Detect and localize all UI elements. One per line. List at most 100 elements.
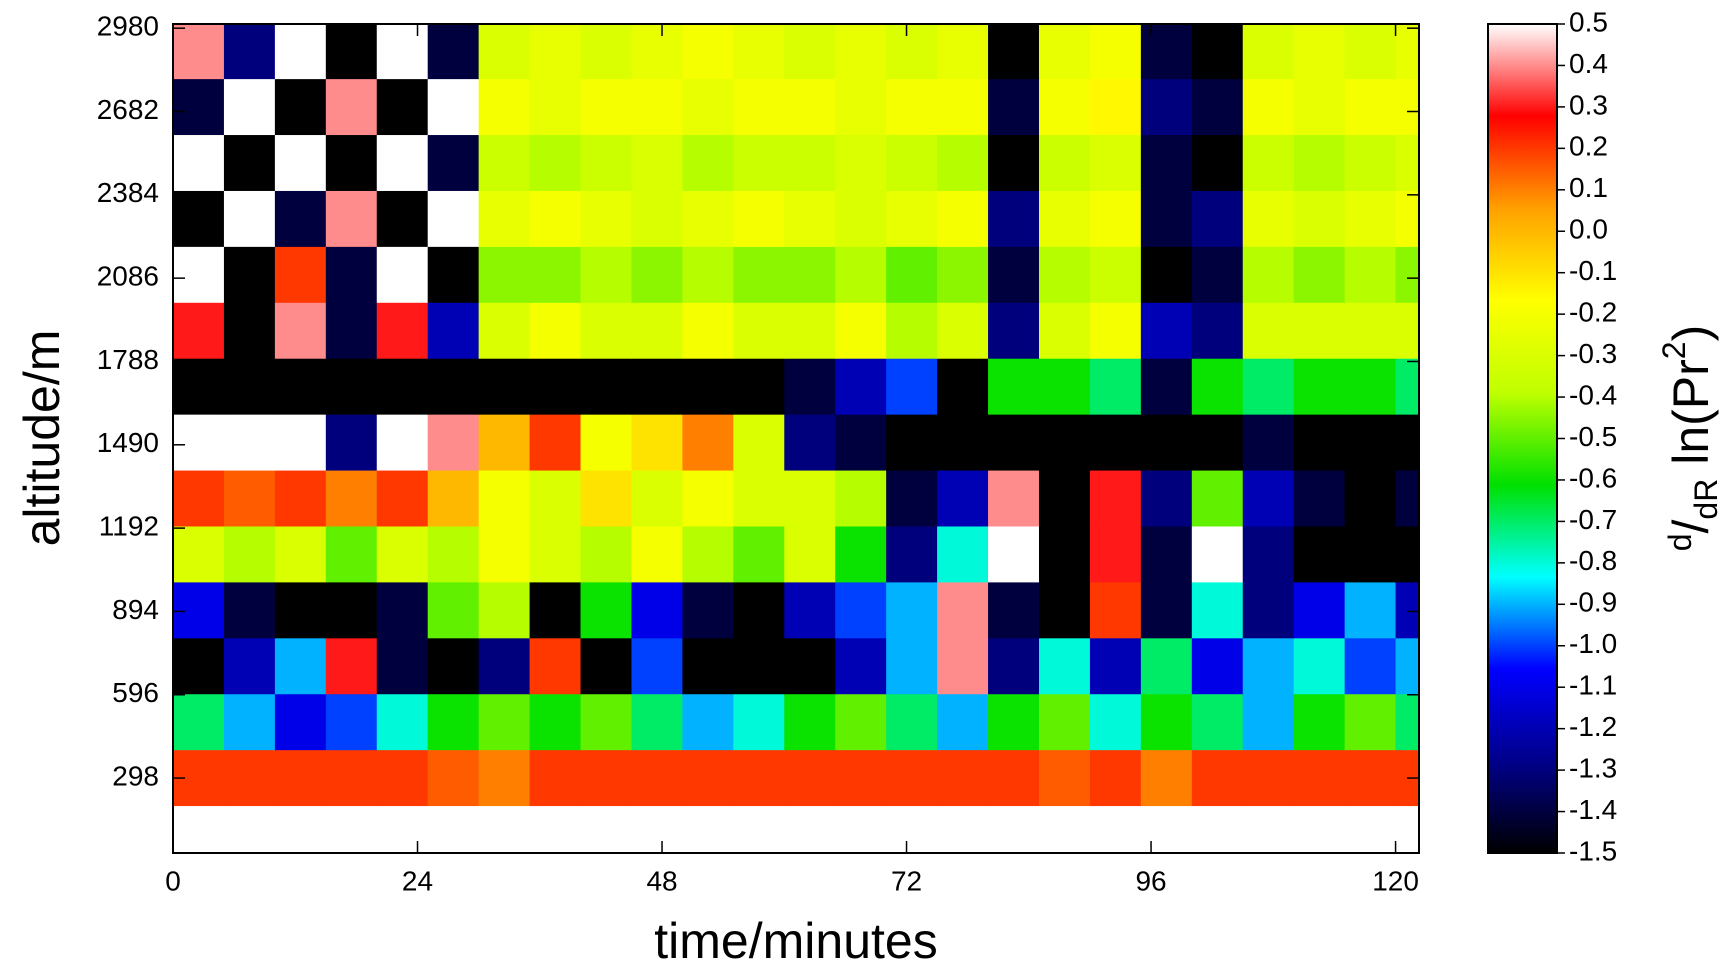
colorbar-tick-label: -0.8 [1569,545,1617,576]
heatmap-cell [223,414,276,471]
heatmap-cell [580,302,633,359]
heatmap-cell [1344,134,1397,191]
heatmap-cell [1344,469,1397,527]
heatmap-cell [529,24,582,80]
heatmap-cell [325,581,378,639]
heatmap-cell [376,358,429,415]
label-part: ln(Pr [1663,359,1719,478]
heatmap-cell [682,581,734,639]
heatmap-cell [529,414,582,471]
heatmap-cell [733,805,785,853]
x-tick-label: 120 [1372,865,1419,896]
heatmap-cell [733,24,785,80]
heatmap-cell [580,805,633,853]
heatmap-cell [1089,134,1142,191]
heatmap-cell [1242,302,1295,359]
heatmap-cell [173,302,225,359]
heatmap-cell [886,358,938,415]
heatmap-cell [1140,749,1193,807]
colorbar-tick-label: -1.0 [1569,628,1617,659]
heatmap-cell [1242,134,1295,191]
heatmap-cell [631,246,684,303]
heatmap-cell [173,693,225,751]
heatmap-cell [1038,414,1091,471]
heatmap [173,24,1419,853]
heatmap-cell [1242,525,1295,583]
heatmap-cell [1191,358,1244,415]
heatmap-cell [580,78,633,136]
heatmap-cell [886,581,938,639]
heatmap-cell [1140,246,1193,303]
heatmap-cell [682,469,734,527]
heatmap-cell [1344,414,1397,471]
heatmap-cell [631,469,684,527]
heatmap-cell [1293,190,1346,247]
heatmap-cell [937,78,989,136]
heatmap-cell [274,190,327,247]
heatmap-cell [478,693,531,751]
heatmap-cell [1242,78,1295,136]
heatmap-cell [631,637,684,695]
heatmap-cell [580,749,633,807]
heatmap-cell [1089,414,1142,471]
heatmap-cell [173,637,225,695]
heatmap-cell [478,637,531,695]
heatmap-cell [274,637,327,695]
y-tick-label: 2086 [97,261,159,292]
heatmap-cell [835,581,887,639]
heatmap-cell [835,358,887,415]
heatmap-cell [1293,302,1346,359]
heatmap-cell [1038,134,1091,191]
heatmap-cell [1344,78,1397,136]
x-tick-label: 0 [165,865,181,896]
heatmap-cell [1344,190,1397,247]
heatmap-cell [937,246,989,303]
heatmap-cell [274,414,327,471]
heatmap-cell [1395,414,1419,471]
heatmap-cell [274,805,327,853]
heatmap-cell [784,78,836,136]
heatmap-cell [1395,469,1419,527]
heatmap-cell [1191,581,1244,639]
heatmap-cell [1395,749,1419,807]
heatmap-cell [376,190,429,247]
heatmap-cell [937,134,989,191]
heatmap-cell [1140,414,1193,471]
heatmap-cell [1089,581,1142,639]
heatmap-cell [173,246,225,303]
heatmap-cell [529,358,582,415]
heatmap-cell [631,581,684,639]
heatmap-cell [1293,749,1346,807]
heatmap-cell [784,358,836,415]
heatmap-cell [478,190,531,247]
heatmap-cell [733,525,785,583]
heatmap-cell [682,693,734,751]
heatmap-cell [173,358,225,415]
heatmap-cell [478,581,531,639]
heatmap-cell [1038,469,1091,527]
heatmap-cell [682,637,734,695]
heatmap-cell [733,693,785,751]
heatmap-cell [223,637,276,695]
heatmap-cell [580,134,633,191]
heatmap-cell [529,805,582,853]
heatmap-cell [1191,190,1244,247]
label-part: 2 [1656,341,1692,359]
heatmap-cell [988,190,1040,247]
heatmap-cell [1395,190,1419,247]
heatmap-cell [1191,525,1244,583]
heatmap-cell [427,581,480,639]
heatmap-cell [631,805,684,853]
colorbar-tick-label: 0.0 [1569,214,1608,245]
heatmap-cell [784,693,836,751]
heatmap-cell [274,134,327,191]
heatmap-cell [173,190,225,247]
colorbar-tick-label: -0.6 [1569,462,1617,493]
x-tick-label: 48 [646,865,677,896]
heatmap-cell [1242,693,1295,751]
heatmap-cell [173,414,225,471]
heatmap-cell [1293,581,1346,639]
heatmap-cell [1344,805,1397,853]
heatmap-cell [1089,246,1142,303]
